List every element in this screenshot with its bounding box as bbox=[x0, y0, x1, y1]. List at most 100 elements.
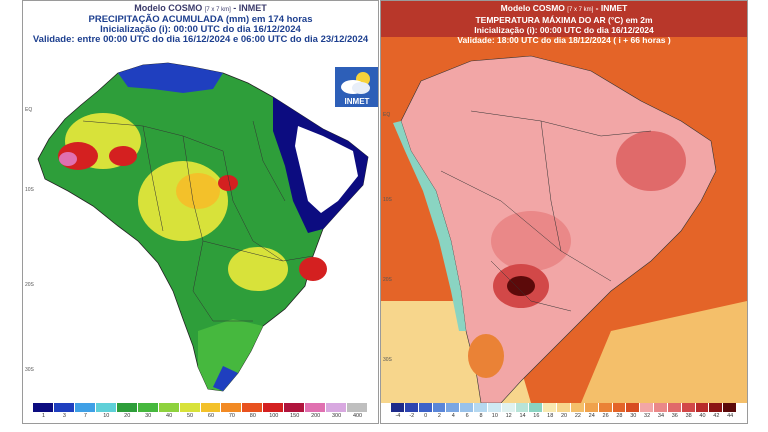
chaco-extreme-zone bbox=[507, 276, 535, 296]
initialization-line: Inicialização (i): 00:00 UTC do dia 16/1… bbox=[474, 25, 654, 35]
legend-label: 18 bbox=[547, 413, 554, 419]
legend-swatch bbox=[654, 403, 668, 412]
legend-swatch bbox=[284, 403, 306, 412]
precipitation-map-panel: EQ 10S 20S 30S Modelo COSMO [7 x 7 km] -… bbox=[22, 0, 379, 424]
legend-swatch bbox=[557, 403, 571, 412]
legend-label: 100 bbox=[269, 413, 279, 419]
legend-label: 80 bbox=[249, 413, 256, 419]
legend-color-boxes bbox=[33, 403, 368, 412]
legend-swatch bbox=[74, 403, 96, 412]
legend-swatch bbox=[723, 403, 738, 412]
initialization-line: Inicialização (i): 00:00 UTC do dia 16/1… bbox=[100, 24, 301, 35]
legend-label: 14 bbox=[519, 413, 526, 419]
legend-label: 60 bbox=[207, 413, 215, 419]
legend-swatch bbox=[709, 403, 724, 412]
legend-label: 400 bbox=[352, 413, 363, 419]
validity-line: Validade: entre 00:00 UTC do dia 16/12/2… bbox=[32, 34, 369, 45]
legend-label: 22 bbox=[574, 413, 581, 419]
legend-label: 8 bbox=[479, 413, 483, 419]
inmet-logo: INMET bbox=[335, 67, 378, 107]
lat-tick: EQ bbox=[383, 112, 390, 118]
legend-label: 12 bbox=[505, 413, 512, 419]
model-name: Modelo COSMO bbox=[500, 3, 565, 13]
legend-label: 36 bbox=[671, 413, 678, 419]
legend-label: 34 bbox=[657, 413, 665, 419]
andes-cool-strip bbox=[393, 121, 466, 331]
legend-swatch bbox=[695, 403, 710, 412]
south-blue-coast bbox=[213, 366, 238, 391]
legend-swatch bbox=[460, 403, 475, 412]
precipitation-legend: 1 3 7 10 20 30 40 50 60 70 80 100 150 200 300 400 bbox=[23, 403, 378, 423]
legend-label: 200 bbox=[311, 413, 321, 419]
legend-swatch bbox=[570, 403, 585, 412]
legend-swatch bbox=[221, 403, 243, 412]
south-light-green bbox=[198, 319, 263, 391]
legend-labels: -4 -2 0 2 4 6 8 10 12 14 16 18 20 22 24 26 28 30 32 34 36 38 4… bbox=[391, 413, 737, 421]
legend-swatch bbox=[612, 403, 627, 412]
temperature-header: Modelo COSMO [7 x 7 km] - INMET TEMPERAT… bbox=[381, 1, 747, 45]
legend-label: 3 bbox=[62, 413, 66, 419]
legend-swatch bbox=[263, 403, 285, 412]
legend-swatch bbox=[242, 403, 264, 412]
legend-label: 24 bbox=[588, 413, 595, 419]
legend-label: 4 bbox=[451, 413, 455, 419]
map-title: TEMPERATURA MÁXIMA DO AR (°C) em 2m bbox=[475, 15, 653, 25]
legend-label: 40 bbox=[166, 413, 173, 419]
legend-swatch bbox=[179, 403, 201, 412]
lat-tick: EQ bbox=[25, 107, 32, 113]
legend-label: -4 bbox=[395, 413, 401, 419]
inmet-logo-graphic bbox=[335, 67, 378, 107]
lat-tick: 10S bbox=[383, 197, 393, 203]
model-resolution: [7 x 7 km] bbox=[567, 7, 594, 13]
latitude-ticks: EQ 10S 20S 30S bbox=[383, 112, 393, 363]
legend-swatch bbox=[543, 403, 558, 412]
legend-label: 6 bbox=[465, 413, 469, 419]
latitude-ticks: EQ 10S 20S 30S bbox=[25, 107, 35, 373]
legend-swatch bbox=[53, 403, 75, 412]
legend-swatch bbox=[33, 403, 54, 412]
southeast-ocean-cool bbox=[581, 301, 747, 403]
precipitation-header: Modelo COSMO [7 x 7 km] - INMET PRECIPIT… bbox=[23, 1, 378, 45]
south-yellow-zone bbox=[228, 247, 288, 291]
temperature-legend: -4 -2 0 2 4 6 8 10 12 14 16 18 20 22 24 26 28 30 32 34 36 38 4… bbox=[381, 403, 747, 423]
model-resolution: [7 x 7 km] bbox=[204, 7, 231, 13]
northeast-hot-zone bbox=[616, 131, 686, 191]
legend-label: 40 bbox=[699, 413, 706, 419]
legend-swatch bbox=[404, 403, 419, 412]
title-line-1: Modelo COSMO [7 x 7 km] - INMET bbox=[23, 3, 378, 15]
legend-label: 7 bbox=[83, 413, 87, 419]
legend-label: 42 bbox=[713, 413, 720, 419]
validity-line: Validade: 18:00 UTC do dia 18/12/2024 ( … bbox=[457, 35, 671, 45]
patagonia-warm bbox=[468, 334, 504, 378]
model-name: Modelo COSMO bbox=[134, 3, 203, 13]
legend-color-boxes bbox=[391, 403, 738, 412]
legend-labels: 1 3 7 10 20 30 40 50 60 70 80 100 150 200 300 400 bbox=[33, 413, 368, 421]
legend-swatch bbox=[584, 403, 599, 412]
legend-label: 50 bbox=[186, 413, 194, 419]
legend-swatch bbox=[326, 403, 348, 412]
header-band bbox=[381, 1, 747, 37]
model-source: - INMET bbox=[595, 3, 628, 13]
legend-swatch bbox=[487, 403, 502, 412]
legend-label: 10 bbox=[103, 413, 110, 419]
legend-swatch bbox=[200, 403, 222, 412]
legend-swatch bbox=[501, 403, 516, 412]
temperature-map: EQ 10S 20S 30S bbox=[381, 1, 747, 403]
lat-tick: 30S bbox=[383, 357, 393, 363]
legend-swatch bbox=[626, 403, 641, 412]
legend-swatch bbox=[158, 403, 180, 412]
legend-label: 1 bbox=[41, 413, 45, 419]
central-red-zone bbox=[218, 175, 238, 191]
legend-swatch bbox=[305, 403, 327, 412]
lat-tick: 20S bbox=[25, 282, 35, 288]
southeast-red-zone bbox=[299, 257, 327, 281]
legend-swatch bbox=[681, 403, 696, 412]
legend-label: 0 bbox=[424, 413, 428, 419]
legend-label: 30 bbox=[145, 413, 152, 419]
legend-swatch bbox=[418, 403, 433, 412]
legend-label: 26 bbox=[602, 413, 609, 419]
temperature-map-panel: EQ 10S 20S 30S Modelo COSMO [7 x 7 km] -… bbox=[380, 0, 748, 424]
lat-tick: 10S bbox=[25, 187, 35, 193]
legend-label: 38 bbox=[685, 413, 692, 419]
legend-label: 10 bbox=[491, 413, 498, 419]
